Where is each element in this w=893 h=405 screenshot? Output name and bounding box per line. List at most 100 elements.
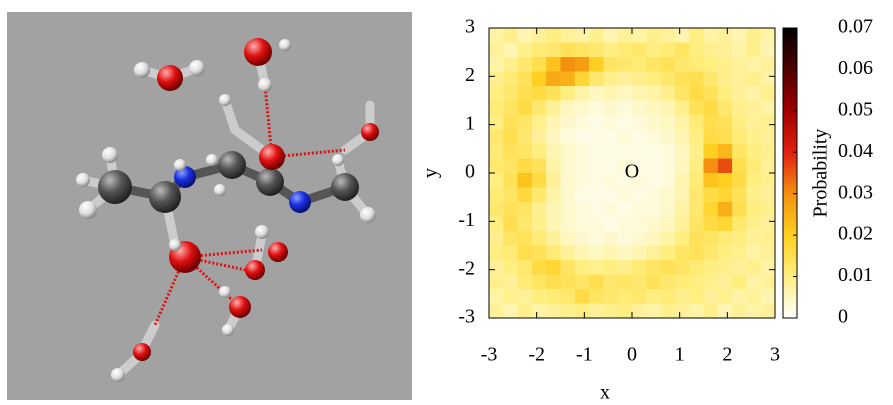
heatmap-cell xyxy=(632,202,647,217)
heatmap-cell xyxy=(518,173,533,188)
x-tick-label: -1 xyxy=(576,344,593,366)
heatmap-cell xyxy=(761,130,776,145)
heatmap-cell xyxy=(746,130,761,145)
heatmap-cell xyxy=(718,115,733,130)
heatmap-cell xyxy=(589,144,604,159)
heatmap-cell xyxy=(546,72,561,87)
heatmap-cell xyxy=(689,304,704,319)
heatmap-cell xyxy=(603,57,618,72)
heatmap-cell xyxy=(532,260,547,275)
heatmap-cell xyxy=(532,86,547,101)
heatmap-cell xyxy=(761,231,776,246)
heatmap-cell xyxy=(661,173,676,188)
x-axis-label: x xyxy=(600,382,610,404)
heatmap-cell xyxy=(618,289,633,304)
heatmap-cell xyxy=(532,72,547,87)
heatmap-cell xyxy=(561,275,576,290)
heatmap-cell xyxy=(761,246,776,261)
heatmap-cell xyxy=(761,57,776,72)
heatmap-cell xyxy=(761,304,776,319)
heatmap-cell xyxy=(675,217,690,232)
heatmap-cell xyxy=(532,246,547,261)
heatmap-cell xyxy=(761,202,776,217)
heatmap-cell xyxy=(746,72,761,87)
heatmap-cell xyxy=(575,144,590,159)
heatmap-cell xyxy=(532,188,547,203)
heatmap-cell xyxy=(532,217,547,232)
heatmap-cell xyxy=(618,86,633,101)
heatmap-cell xyxy=(589,57,604,72)
heatmap-cell xyxy=(718,304,733,319)
heatmap-cell xyxy=(732,72,747,87)
heatmap-cell xyxy=(546,28,561,43)
heatmap-cell xyxy=(704,289,719,304)
heatmap-cell xyxy=(518,72,533,87)
heatmap-cell xyxy=(575,289,590,304)
heatmap-cell xyxy=(575,57,590,72)
heatmap-cell xyxy=(632,275,647,290)
heatmap-cell xyxy=(661,72,676,87)
heatmap-cell xyxy=(761,188,776,203)
heatmap-cell xyxy=(589,260,604,275)
heatmap-cell xyxy=(518,159,533,174)
heatmap-cell xyxy=(561,246,576,261)
annotation: O xyxy=(625,161,639,183)
heatmap-cell xyxy=(718,275,733,290)
heatmap-cell xyxy=(603,86,618,101)
heatmap-cell xyxy=(661,275,676,290)
heatmap-cell xyxy=(718,57,733,72)
heatmap-cell xyxy=(675,289,690,304)
heatmap-cell xyxy=(661,86,676,101)
heatmap-cell xyxy=(546,202,561,217)
heatmap-cell xyxy=(704,72,719,87)
heatmap-cell xyxy=(732,130,747,145)
heatmap-cell xyxy=(661,289,676,304)
heatmap-cell xyxy=(704,202,719,217)
heatmap-cell xyxy=(618,101,633,116)
heatmap-cell xyxy=(675,144,690,159)
heatmap-cell xyxy=(561,115,576,130)
heatmap-cell xyxy=(675,188,690,203)
heatmap-cell xyxy=(489,260,504,275)
x-tick-label: 1 xyxy=(675,344,685,366)
figure: O x y Probability -3-2-10123-3-2-1012300… xyxy=(0,0,893,405)
heatmap-cell xyxy=(632,188,647,203)
heatmap-cell xyxy=(746,57,761,72)
heatmap-cell xyxy=(718,43,733,58)
heatmap-cell xyxy=(675,28,690,43)
heatmap-cell xyxy=(546,275,561,290)
heatmap-cell xyxy=(704,275,719,290)
heatmap-cell xyxy=(518,202,533,217)
heatmap-cell xyxy=(489,246,504,261)
heatmap-cell xyxy=(761,101,776,116)
heatmap-cell xyxy=(489,231,504,246)
heatmap-cell xyxy=(732,43,747,58)
heatmap-cell xyxy=(661,101,676,116)
heatmap-cell xyxy=(618,304,633,319)
heatmap-cell xyxy=(675,304,690,319)
heatmap-cell xyxy=(689,275,704,290)
heatmap-cell xyxy=(646,72,661,87)
heatmap-cell xyxy=(661,144,676,159)
heatmap-cell xyxy=(746,260,761,275)
heatmap-cell xyxy=(489,28,504,43)
heatmap-cell xyxy=(603,202,618,217)
heatmap-cell xyxy=(661,57,676,72)
heatmap-cell xyxy=(704,217,719,232)
heatmap-cell xyxy=(489,115,504,130)
heatmap-cell xyxy=(589,130,604,145)
heatmap-cell xyxy=(575,86,590,101)
heatmap-cell xyxy=(761,173,776,188)
heatmap-cell xyxy=(503,289,518,304)
heatmap-cell xyxy=(532,144,547,159)
heatmap-cell xyxy=(532,202,547,217)
heatmap-cell xyxy=(618,130,633,145)
heatmap-cell xyxy=(532,130,547,145)
heatmap-cell xyxy=(732,86,747,101)
heatmap-cell xyxy=(503,43,518,58)
heatmap-cell xyxy=(518,217,533,232)
heatmap-cell xyxy=(646,115,661,130)
heatmap-cell xyxy=(561,289,576,304)
heatmap-cell xyxy=(646,289,661,304)
heatmap-cell xyxy=(575,101,590,116)
